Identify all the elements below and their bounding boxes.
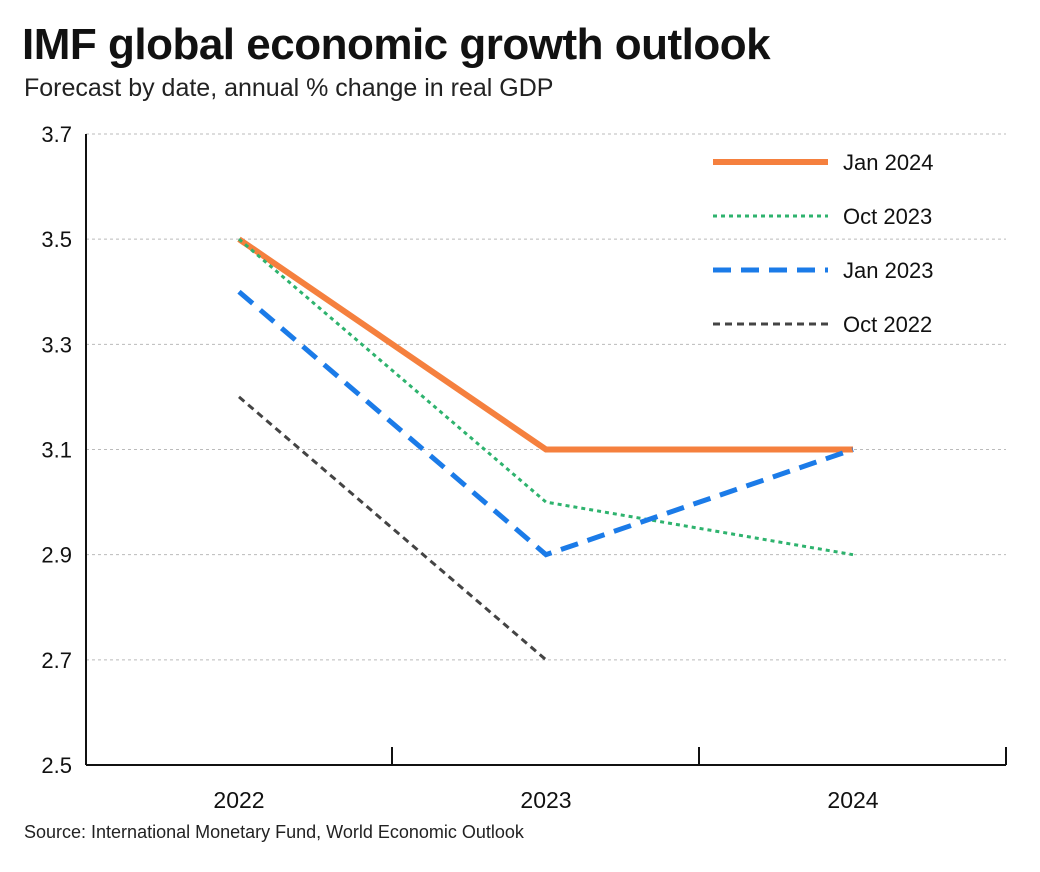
series-line-oct-2023 (238, 238, 854, 557)
y-tick-label: 3.3 (41, 332, 72, 357)
series-line-oct-2022 (238, 395, 547, 661)
x-tick-label: 2023 (520, 787, 571, 813)
series-line-jan-2023 (237, 289, 854, 558)
chart-title: IMF global economic growth outlook (22, 20, 771, 69)
y-tick-label: 3.7 (41, 122, 72, 147)
legend-label: Jan 2023 (843, 258, 934, 283)
x-tick-label: 2022 (213, 787, 264, 813)
y-tick-label: 2.7 (41, 648, 72, 673)
y-tick-label: 2.9 (41, 543, 72, 568)
y-tick-label: 3.5 (41, 227, 72, 252)
x-tick-label: 2024 (827, 787, 878, 813)
legend-label: Oct 2022 (843, 312, 932, 337)
legend-label: Oct 2023 (843, 204, 932, 229)
chart-subtitle: Forecast by date, annual % change in rea… (24, 74, 554, 102)
y-tick-label: 3.1 (41, 438, 72, 463)
legend-label: Jan 2024 (843, 150, 934, 175)
source-note: Source: International Monetary Fund, Wor… (24, 822, 524, 842)
y-tick-label: 2.5 (41, 753, 72, 778)
series-line-jan-2024 (237, 236, 853, 453)
